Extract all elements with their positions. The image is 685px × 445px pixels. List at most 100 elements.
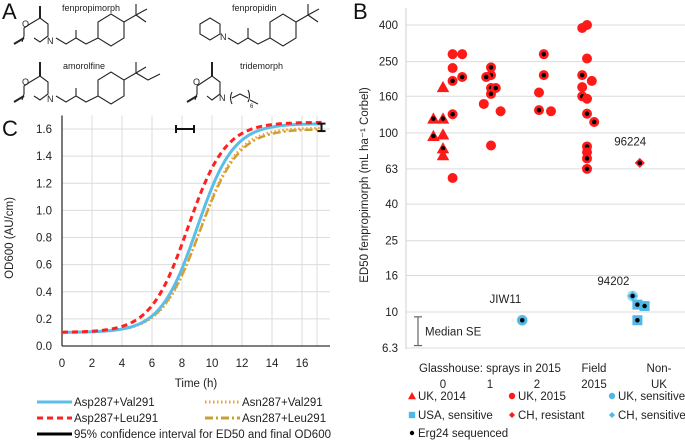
legend-marker <box>509 412 515 418</box>
data-point <box>478 98 489 109</box>
data-point <box>534 105 544 116</box>
data-point <box>582 163 592 174</box>
point-annotation: JIW11 <box>490 294 522 306</box>
series-line <box>62 128 322 334</box>
erg24-dot-marker <box>541 72 547 78</box>
data-point <box>577 82 588 93</box>
data-point <box>577 22 588 33</box>
data-point <box>546 106 556 117</box>
triangle-marker <box>436 149 450 161</box>
molecule-name: fenpropidin <box>232 3 277 13</box>
data-point <box>534 87 544 98</box>
erg24-dot-marker <box>584 156 590 161</box>
data-point <box>436 142 450 154</box>
x-group-label: Field <box>582 363 607 375</box>
atom-o: O <box>22 77 29 87</box>
circle-marker <box>582 53 592 64</box>
atom-o: O <box>193 77 200 87</box>
molecule-fenpropimorph: fenpropimorph <box>13 3 148 47</box>
atom-n: N <box>219 93 226 103</box>
legend-label: UK, 2014 <box>418 391 467 403</box>
circle-marker <box>447 172 458 183</box>
erg24-dot-marker <box>440 116 446 121</box>
erg24-dot-marker <box>431 116 436 121</box>
data-point <box>538 49 549 60</box>
molecule-tridemorph: tridemorph <box>186 61 283 105</box>
erg24-dot-marker <box>519 317 525 323</box>
data-point <box>538 70 549 81</box>
legend-item: CH, sensitive <box>609 410 685 422</box>
legend-label: Erg24 sequenced <box>418 428 508 440</box>
legend-item: UK, 2014 <box>408 391 467 403</box>
y-tick-label: 0.6 <box>36 260 52 272</box>
data-point <box>447 63 458 74</box>
legend-marker <box>609 412 615 418</box>
erg24-dot-marker <box>493 85 499 91</box>
data-point <box>632 315 643 326</box>
data-point <box>447 172 458 183</box>
erg24-dot-marker <box>483 74 489 80</box>
x-tick-label: 0 <box>59 358 65 370</box>
panel-b-letter: B <box>353 0 368 24</box>
erg24-dot-marker <box>459 74 465 80</box>
y-tick-label: 16 <box>385 270 398 282</box>
y-tick-label: 1.4 <box>36 151 53 163</box>
y-axis-label: ED50 fenpropimorph (mL ha⁻¹ Corbel) <box>359 87 371 283</box>
x-tick-label: 16 <box>296 358 309 370</box>
circle-marker <box>577 22 588 33</box>
data-point <box>481 72 492 83</box>
erg24-dot-marker <box>440 146 446 151</box>
y-tick-label: 0.0 <box>36 341 52 353</box>
data-point <box>582 108 592 119</box>
erg24-dot-marker <box>637 160 643 166</box>
annotations: 96224 JIW11 94202 Median SE <box>414 137 647 347</box>
data-point <box>582 153 592 164</box>
data-point <box>447 109 458 120</box>
erg24-dot-marker <box>584 111 590 116</box>
data-point <box>495 106 506 117</box>
series-line <box>62 126 322 334</box>
panel-a-letter: A <box>2 0 17 24</box>
data-point <box>586 75 597 86</box>
circle-marker <box>447 49 458 60</box>
erg24-dot-marker <box>488 65 494 70</box>
x-group-label: Non- <box>647 363 672 375</box>
panel-c: C 0.0 0.2 0.4 0.6 0.8 1.0 1.2 1.4 1.6 0 2 4 6 8 10 12 14… <box>2 115 331 441</box>
data-point <box>632 299 643 310</box>
legend-label: CH, resistant <box>518 410 585 422</box>
data-point <box>436 80 450 93</box>
legend-item: Asn287+Val291 <box>205 397 323 409</box>
data-point <box>427 112 440 124</box>
erg24-dot-marker <box>541 51 547 57</box>
legend-label: UK, sensitive <box>618 391 685 403</box>
median-se-bar <box>414 316 422 347</box>
erg24-dot-marker <box>431 133 436 139</box>
point-annotation: 94202 <box>597 276 629 288</box>
erg24-dot-marker <box>635 317 640 323</box>
legend-marker <box>408 411 416 419</box>
atom-n: N <box>47 94 54 104</box>
x-group-label: 0 <box>440 379 446 391</box>
atom-o: O <box>22 19 29 29</box>
confidence-intervals <box>175 122 326 134</box>
data-point <box>447 49 458 60</box>
molecule-fenpropidin: fenpropidin <box>199 3 320 47</box>
data-point <box>639 301 650 312</box>
legend-label: UK, 2015 <box>518 391 566 403</box>
grid <box>62 115 330 346</box>
erg24-dot-marker <box>450 112 455 117</box>
circle-marker <box>478 98 489 109</box>
erg24-dot-marker <box>591 119 597 125</box>
x-tick-label: 4 <box>119 358 126 370</box>
legend-marker <box>409 430 415 436</box>
circle-marker <box>577 82 588 93</box>
legend-label: Asn287+Leu291 <box>242 413 326 425</box>
molecule-name: fenpropimorph <box>62 3 120 13</box>
data-point <box>436 112 450 124</box>
circle-marker <box>582 93 592 104</box>
legend: UK, 2014 UK, 2015 UK, sensitive USA, sensit… <box>408 391 685 440</box>
y-tick-label: 100 <box>379 128 398 140</box>
legend-item: UK, 2015 <box>508 391 566 403</box>
